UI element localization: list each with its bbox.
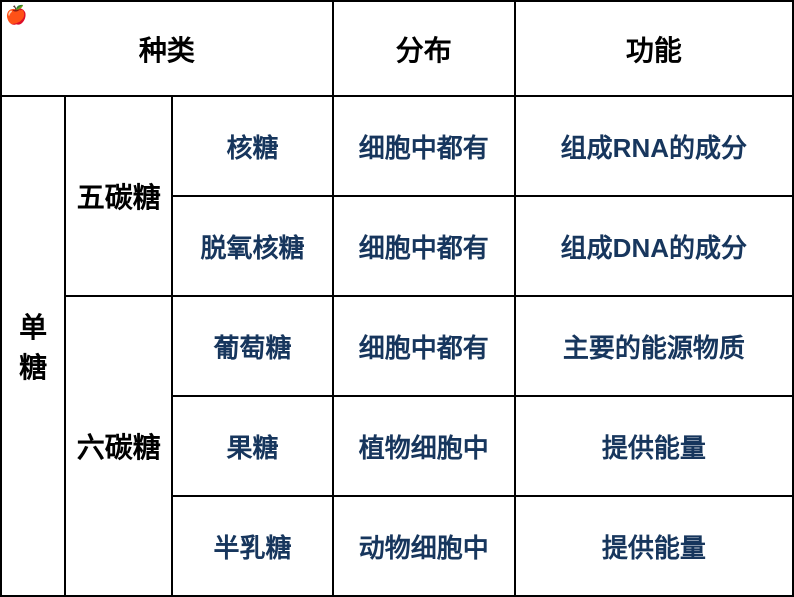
sugar-distribution: 细胞中都有 [333, 196, 515, 296]
sugar-function: 组成RNA的成分 [515, 96, 793, 196]
table-header-row: 种类 分布 功能 [1, 1, 793, 96]
category-hexose: 六碳糖 [65, 296, 172, 596]
sugar-function: 提供能量 [515, 496, 793, 596]
sugar-function: 组成DNA的成分 [515, 196, 793, 296]
category-monosaccharide: 单糖 [1, 96, 65, 596]
sugar-name: 脱氧核糖 [172, 196, 333, 296]
sugar-classification-table: 种类 分布 功能 单糖 五碳糖 核糖 细胞中都有 组成RNA的成分 脱氧核糖 细… [0, 0, 794, 597]
sugar-distribution: 细胞中都有 [333, 96, 515, 196]
category-pentose: 五碳糖 [65, 96, 172, 296]
header-distribution: 分布 [333, 1, 515, 96]
sugar-function: 主要的能源物质 [515, 296, 793, 396]
sugar-name: 半乳糖 [172, 496, 333, 596]
header-function: 功能 [515, 1, 793, 96]
sugar-distribution: 植物细胞中 [333, 396, 515, 496]
table-row: 六碳糖 葡萄糖 细胞中都有 主要的能源物质 [1, 296, 793, 396]
sugar-name: 果糖 [172, 396, 333, 496]
table-row: 单糖 五碳糖 核糖 细胞中都有 组成RNA的成分 [1, 96, 793, 196]
sugar-distribution: 细胞中都有 [333, 296, 515, 396]
header-category: 种类 [1, 1, 333, 96]
sugar-name: 葡萄糖 [172, 296, 333, 396]
sugar-name: 核糖 [172, 96, 333, 196]
sugar-distribution: 动物细胞中 [333, 496, 515, 596]
apple-decoration: 🍎 [5, 5, 27, 26]
sugar-function: 提供能量 [515, 396, 793, 496]
